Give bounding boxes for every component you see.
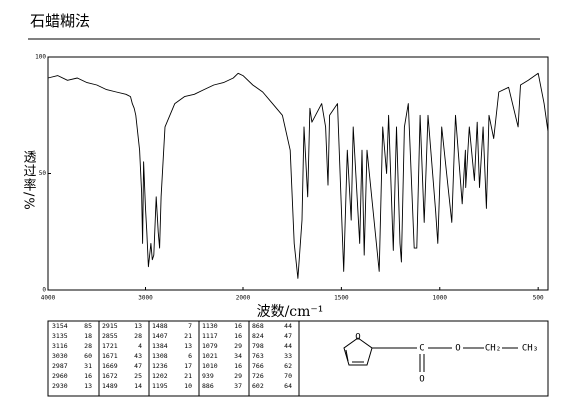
chart-title: 石蜡糊法 [30,12,90,30]
peak-transmittance: 13 [84,382,92,390]
peak-wavenumber: 1384 [152,342,168,350]
peak-transmittance: 10 [184,382,192,390]
peak-transmittance: 17 [184,362,192,370]
peak-transmittance: 70 [284,372,292,380]
y-tick-label: 100 [35,54,46,61]
peak-transmittance: 16 [234,362,242,370]
peak-transmittance: 43 [134,352,142,360]
y-tick-label: 50 [39,170,47,177]
peak-wavenumber: 3030 [52,352,68,360]
peak-transmittance: 85 [84,322,92,330]
peak-transmittance: 28 [134,332,142,340]
atom-label: C [419,344,424,354]
x-tick-label: 3000 [138,295,153,302]
peak-transmittance: 21 [184,332,192,340]
peak-transmittance: 7 [188,322,192,330]
peak-wavenumber: 2915 [102,322,118,330]
peak-wavenumber: 1721 [102,342,118,350]
peak-wavenumber: 2987 [52,362,68,370]
peak-transmittance: 34 [234,352,242,360]
spectrum-line [47,72,549,279]
peak-wavenumber: 1488 [152,322,168,330]
peak-wavenumber: 766 [252,362,264,370]
peak-wavenumber: 3116 [52,342,68,350]
atom-label: CH₃ [522,344,538,354]
peak-transmittance: 28 [84,342,92,350]
peak-transmittance: 60 [84,352,92,360]
x-axis-label: 波数/cm⁻¹ [257,304,324,320]
peak-wavenumber: 1079 [202,342,218,350]
peak-wavenumber: 886 [202,382,214,390]
peak-transmittance: 29 [234,372,242,380]
peak-wavenumber: 1672 [102,372,118,380]
peak-wavenumber: 1669 [102,362,118,370]
peak-wavenumber: 1308 [152,352,168,360]
peak-transmittance: 13 [134,322,142,330]
peak-transmittance: 31 [84,362,92,370]
peak-transmittance: 16 [84,372,92,380]
peak-transmittance: 29 [234,342,242,350]
y-tick-label: 0 [42,287,46,294]
peak-transmittance: 44 [284,322,292,330]
peak-transmittance: 33 [284,352,292,360]
plot-frame [47,56,549,291]
x-tick-label: 1500 [334,295,349,302]
peak-wavenumber: 1202 [152,372,168,380]
peak-wavenumber: 1489 [102,382,118,390]
peak-transmittance: 16 [234,332,242,340]
peak-wavenumber: 763 [252,352,264,360]
x-tick-label: 4000 [41,295,56,302]
peak-wavenumber: 1671 [102,352,118,360]
peak-wavenumber: 1195 [152,382,168,390]
atom-label: O [419,375,424,385]
peak-table-frame [47,320,549,397]
peak-transmittance: 16 [234,322,242,330]
peak-transmittance: 44 [284,342,292,350]
peak-wavenumber: 868 [252,322,264,330]
peak-transmittance: 47 [284,332,292,340]
x-tick-label: 2000 [236,295,251,302]
peak-transmittance: 64 [284,382,292,390]
peak-wavenumber: 2930 [52,382,68,390]
table-dividers [98,321,300,396]
peak-wavenumber: 3135 [52,332,68,340]
peak-wavenumber: 1407 [152,332,168,340]
peak-transmittance: 62 [284,362,292,370]
y-axis-label: 透过率/% [21,150,37,211]
peak-transmittance: 13 [184,342,192,350]
peak-transmittance: 6 [188,352,192,360]
atom-label: O [355,333,360,343]
peak-wavenumber: 1130 [202,322,218,330]
peak-transmittance: 21 [184,372,192,380]
peak-transmittance: 4 [138,342,142,350]
atom-label: CH₂ [485,344,501,354]
peak-wavenumber: 939 [202,372,214,380]
peak-transmittance: 25 [134,372,142,380]
peak-wavenumber: 602 [252,382,264,390]
atom-label: O [455,344,460,354]
peak-wavenumber: 1010 [202,362,218,370]
peak-wavenumber: 726 [252,372,264,380]
x-tick-label: 500 [533,295,544,302]
peak-wavenumber: 824 [252,332,264,340]
peak-wavenumber: 1117 [202,332,218,340]
peak-wavenumber: 798 [252,342,264,350]
peak-wavenumber: 1021 [202,352,218,360]
peak-wavenumber: 2855 [102,332,118,340]
x-tick-label: 1000 [433,295,448,302]
peak-transmittance: 14 [134,382,142,390]
peak-transmittance: 37 [234,382,242,390]
peak-transmittance: 18 [84,332,92,340]
peak-transmittance: 47 [134,362,142,370]
peak-wavenumber: 2960 [52,372,68,380]
structure-bonds [343,337,518,372]
peak-wavenumber: 1236 [152,362,168,370]
peak-wavenumber: 3154 [52,322,68,330]
